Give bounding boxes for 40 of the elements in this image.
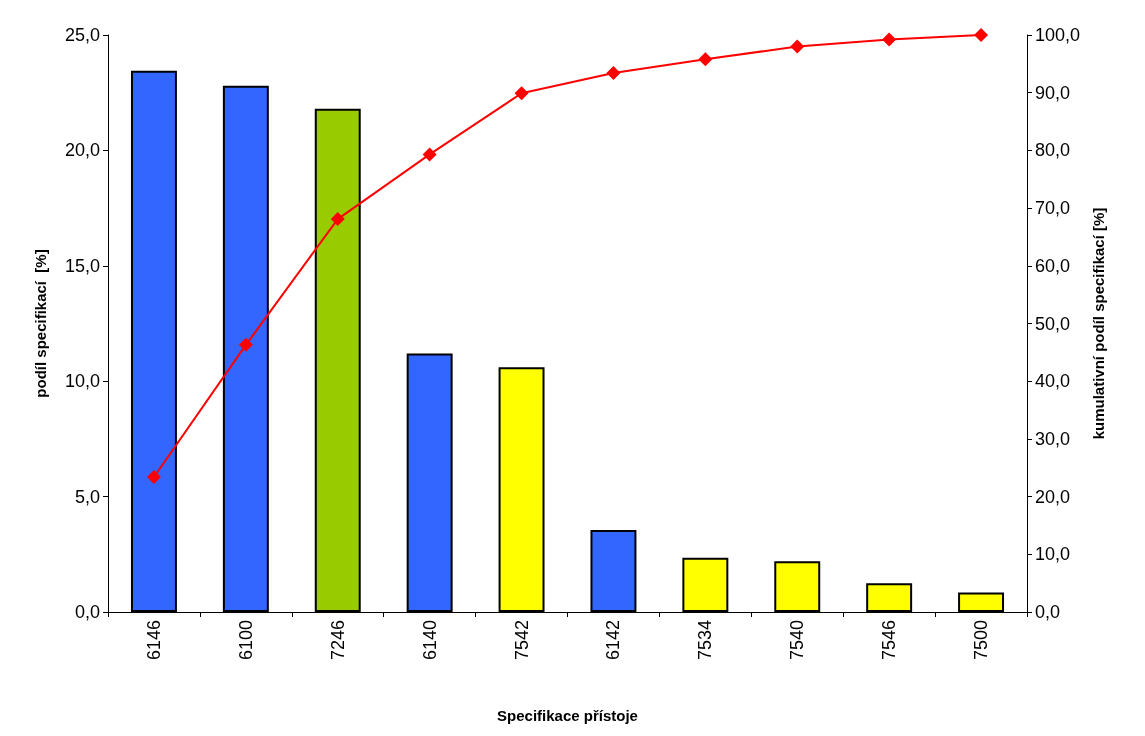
point [698, 52, 713, 67]
y2-tick-label: 70,0 [1035, 198, 1071, 219]
x-tick-label: 6100 [235, 620, 256, 661]
y-tick-label: 0,0 [74, 602, 100, 622]
y2-tick-label: 90,0 [1035, 82, 1071, 103]
x-tick-label: 7534 [695, 620, 716, 661]
y-tick-label: 5,0 [74, 486, 100, 507]
y-tick-label: 25,0 [64, 25, 100, 45]
y2-tick-label: 10,0 [1035, 544, 1071, 565]
x-tick-label: 6140 [419, 620, 440, 661]
y2-axis-title: kumulativní podíl specifikací [%] [1089, 207, 1107, 440]
y2-tick-label: 80,0 [1035, 140, 1071, 161]
y-tick-label: 15,0 [64, 255, 100, 276]
point [790, 39, 805, 54]
x-tick-label: 7540 [787, 620, 808, 661]
x-axis-title: Specifikace přístoje [497, 707, 638, 724]
y2-tick-label: 60,0 [1035, 255, 1071, 276]
y-tick-label: 10,0 [64, 371, 100, 392]
x-tick-label: 7500 [971, 620, 992, 661]
y-tick-label: 20,0 [64, 140, 100, 161]
y-axis-title: podíl specifikací [%] [32, 249, 49, 398]
point [514, 86, 529, 101]
point [146, 469, 161, 484]
y2-tick-label: 30,0 [1035, 428, 1071, 449]
x-tick-label: 6142 [603, 620, 624, 661]
y2-tick-label: 0,0 [1035, 602, 1061, 622]
point [606, 66, 621, 81]
point [238, 337, 253, 352]
point [422, 147, 437, 162]
x-tick-label: 7546 [879, 620, 900, 661]
y2-tick-label: 20,0 [1035, 486, 1071, 507]
x-tick-label: 7246 [327, 620, 348, 661]
point [882, 32, 897, 47]
x-tick-label: 7542 [511, 620, 532, 661]
point [974, 28, 989, 42]
x-tick-label: 6146 [143, 620, 164, 661]
point [330, 212, 345, 227]
y2-tick-label: 50,0 [1035, 313, 1071, 334]
y2-tick-label: 40,0 [1035, 371, 1071, 392]
y2-tick-label: 100,0 [1035, 25, 1081, 45]
